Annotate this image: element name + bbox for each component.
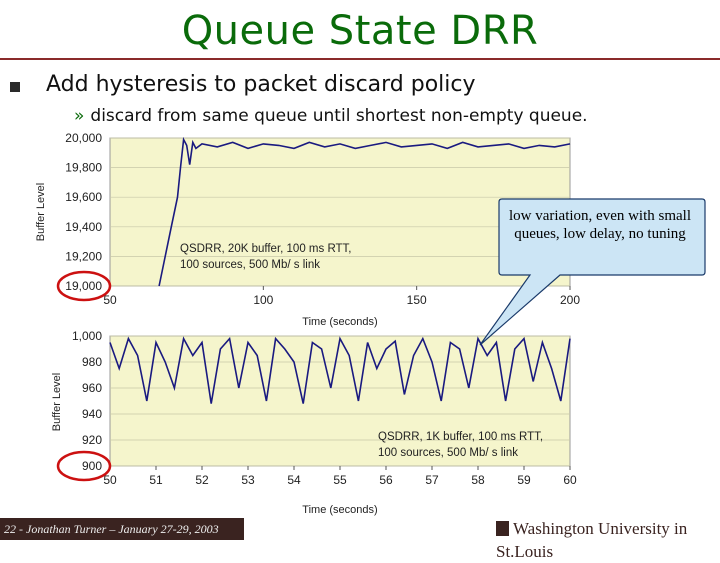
x-axis-label: Time (seconds): [302, 504, 377, 516]
x-tick-label: 100: [253, 293, 273, 307]
callout-bubble: [479, 198, 706, 346]
highlight-ellipse: [56, 270, 112, 302]
y-axis-label: Buffer Level: [35, 183, 47, 242]
x-tick-label: 60: [563, 473, 577, 487]
y-tick-label: 19,600: [65, 190, 102, 204]
university-logo-text: Washington University in St.Louis: [496, 519, 688, 561]
x-tick-label: 50: [103, 293, 117, 307]
x-tick-label: 150: [407, 293, 427, 307]
university-logo: Washington University in St.Louis: [496, 517, 720, 561]
university-seal-icon: [496, 521, 509, 536]
sub-bullet-marker: »: [74, 106, 85, 126]
x-tick-label: 59: [517, 473, 531, 487]
callout-text: low variation, even with small queues, l…: [508, 208, 692, 242]
x-tick-label: 51: [149, 473, 163, 487]
y-tick-label: 940: [82, 407, 102, 421]
chart-annotation-line: 100 sources, 500 Mb/ s link: [378, 447, 518, 459]
chart-annotation-line: QSDRR, 1K buffer, 100 ms RTT,: [378, 431, 543, 443]
x-tick-label: 50: [103, 473, 117, 487]
y-tick-label: 920: [82, 433, 102, 447]
x-axis-label: Time (seconds): [302, 316, 377, 328]
y-tick-label: 19,400: [65, 220, 102, 234]
x-tick-label: 57: [425, 473, 439, 487]
title-divider: [0, 58, 720, 60]
plot-area: [109, 335, 571, 467]
y-tick-label: 960: [82, 381, 102, 395]
x-tick-label: 58: [471, 473, 485, 487]
bullet-main-text: Add hysteresis to packet discard policy: [46, 72, 476, 97]
chart-2: 900 920 940 960 980 1,000 50 51 52 53 54 55 56 57 58 59…: [51, 329, 577, 516]
series-line: [158, 136, 571, 287]
x-tick-label: 52: [195, 473, 209, 487]
x-tick-label: 56: [379, 473, 393, 487]
chart-annotation-line: 100 sources, 500 Mb/ s link: [180, 259, 320, 271]
chart-1: 19,000 19,200 19,400 19,600 19,800 20,000 50 10…: [35, 131, 580, 328]
y-tick-label: 19,000: [65, 279, 102, 293]
x-tick-label: 55: [333, 473, 347, 487]
chart-annotation-line: QSDRR, 20K buffer, 100 ms RTT,: [180, 243, 352, 255]
x-tick-label: 200: [560, 293, 580, 307]
y-tick-label: 900: [82, 459, 102, 473]
y-tick-label: 20,000: [65, 131, 102, 145]
bullet-sub-text: discard from same queue until shortest n…: [90, 106, 588, 126]
x-tick-label: 54: [287, 473, 301, 487]
series-line: [109, 336, 571, 404]
highlight-ellipse: [56, 450, 112, 482]
bullet-sub: » discard from same queue until shortest …: [74, 106, 588, 126]
y-tick-label: 1,000: [72, 329, 102, 343]
y-tick-label: 19,200: [65, 249, 102, 263]
charts-canvas: 19,000 19,200 19,400 19,600 19,800 20,000 50 10…: [35, 131, 706, 516]
y-tick-label: 19,800: [65, 161, 102, 175]
y-tick-label: 980: [82, 355, 102, 369]
footer-text: 22 - Jonathan Turner – January 27-29, 20…: [0, 518, 244, 540]
y-axis-label: Buffer Level: [51, 373, 63, 432]
bullet-square-icon: [10, 82, 20, 92]
slide-title: Queue State DRR: [181, 8, 539, 54]
x-tick-label: 53: [241, 473, 255, 487]
